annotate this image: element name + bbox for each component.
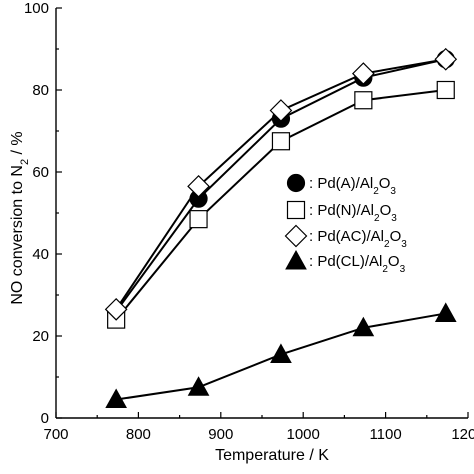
- data-point-1-4: [436, 80, 455, 100]
- legend-item-3: : Pd(CL)/Al2O3: [285, 249, 406, 275]
- x-axis-title: Temperature / K: [215, 447, 329, 464]
- legend-marker-1: [286, 200, 306, 220]
- data-point-1-1: [189, 210, 208, 229]
- data-point-3-1: [187, 376, 210, 396]
- data-point-1-3: [354, 91, 373, 110]
- legend-label-0: : Pd(A)/Al2O3: [309, 175, 396, 197]
- data-point-2-3: [352, 62, 375, 85]
- legend-marker-0: [286, 173, 306, 193]
- x-tick-label: 1000: [287, 426, 320, 443]
- x-tick-label: 1200: [451, 426, 474, 443]
- x-tick-label: 800: [126, 426, 151, 443]
- legend-item-2: : Pd(AC)/Al2O3: [284, 224, 407, 250]
- data-point-3-2: [270, 343, 292, 363]
- data-point-2-4: [434, 47, 458, 71]
- data-point-3-4: [434, 302, 457, 322]
- legend-marker-2: [284, 224, 308, 248]
- series-2-markers: [104, 47, 458, 321]
- y-tick-label: 20: [32, 328, 49, 345]
- data-point-2-0: [104, 298, 128, 321]
- y-tick-label: 40: [32, 246, 49, 263]
- legend: : Pd(A)/Al2O3 : Pd(N)/Al2O3 : Pd(AC)/Al2O3…: [284, 173, 407, 275]
- series-0-markers: [107, 50, 455, 321]
- data-point-2-1: [187, 175, 210, 198]
- series-3-markers: [105, 302, 457, 409]
- legend-item-1: : Pd(N)/Al2O3: [286, 200, 397, 224]
- legend-label-3: : Pd(CL)/Al2O3: [309, 253, 406, 275]
- y-axis-title: NO conversion to N2 / %: [9, 131, 31, 304]
- legend-marker-3: [285, 249, 307, 270]
- y-tick-label: 60: [32, 164, 49, 181]
- x-tick-label: 700: [43, 426, 68, 443]
- plot-area: [104, 47, 458, 409]
- y-tick-label: 100: [24, 0, 49, 17]
- data-point-1-2: [271, 132, 291, 151]
- x-tick-label: 1100: [369, 426, 401, 443]
- legend-label-2: : Pd(AC)/Al2O3: [309, 228, 407, 250]
- series-1-markers: [107, 80, 455, 329]
- data-point-2-2: [269, 99, 293, 122]
- legend-label-1: : Pd(N)/Al2O3: [309, 202, 397, 224]
- legend-item-0: : Pd(A)/Al2O3: [286, 173, 396, 197]
- y-tick-label: 0: [41, 410, 49, 427]
- axes: 0 20 40 60 80 100 700 800 900 1000 1100 1200 Tempera…: [9, 0, 474, 464]
- y-tick-label: 80: [32, 82, 49, 99]
- data-point-3-3: [352, 316, 375, 337]
- x-tick-label: 900: [208, 426, 233, 443]
- data-point-3-0: [105, 388, 128, 409]
